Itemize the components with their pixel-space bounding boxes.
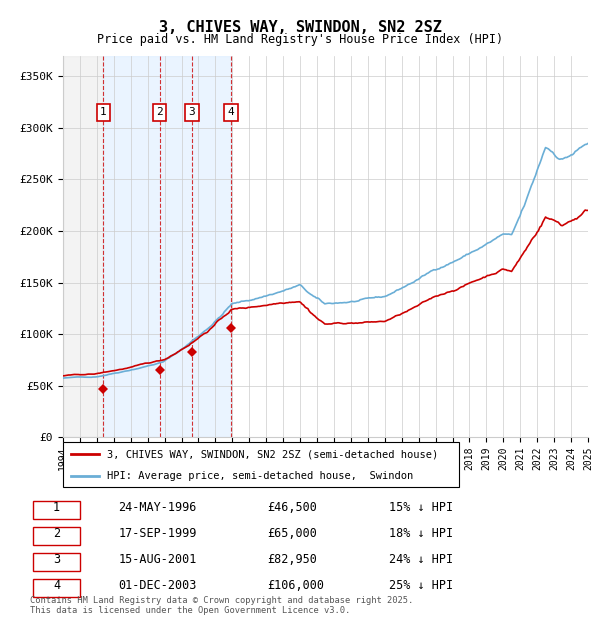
Text: 4: 4	[227, 107, 235, 117]
Text: 15-AUG-2001: 15-AUG-2001	[118, 553, 197, 566]
Text: 01-DEC-2003: 01-DEC-2003	[118, 578, 197, 591]
Text: 3, CHIVES WAY, SWINDON, SN2 2SZ (semi-detached house): 3, CHIVES WAY, SWINDON, SN2 2SZ (semi-de…	[107, 449, 438, 459]
Text: 1: 1	[53, 501, 60, 514]
FancyBboxPatch shape	[63, 442, 459, 487]
Text: HPI: Average price, semi-detached house,  Swindon: HPI: Average price, semi-detached house,…	[107, 471, 413, 480]
Text: 2: 2	[157, 107, 163, 117]
Text: Contains HM Land Registry data © Crown copyright and database right 2025.
This d: Contains HM Land Registry data © Crown c…	[30, 596, 413, 615]
Bar	[63, 56, 103, 437]
Text: 24-MAY-1996: 24-MAY-1996	[118, 501, 197, 514]
Text: 3: 3	[188, 107, 196, 117]
Text: £65,000: £65,000	[268, 527, 317, 540]
Text: 3: 3	[53, 553, 60, 566]
Text: £82,950: £82,950	[268, 553, 317, 566]
FancyBboxPatch shape	[33, 552, 80, 571]
Text: 1: 1	[100, 107, 107, 117]
Text: 24% ↓ HPI: 24% ↓ HPI	[389, 553, 453, 566]
Bar	[103, 56, 231, 437]
FancyBboxPatch shape	[33, 527, 80, 545]
Text: 17-SEP-1999: 17-SEP-1999	[118, 527, 197, 540]
Text: 2: 2	[53, 527, 60, 540]
Text: £46,500: £46,500	[268, 501, 317, 514]
Text: 18% ↓ HPI: 18% ↓ HPI	[389, 527, 453, 540]
Text: 25% ↓ HPI: 25% ↓ HPI	[389, 578, 453, 591]
Text: 3, CHIVES WAY, SWINDON, SN2 2SZ: 3, CHIVES WAY, SWINDON, SN2 2SZ	[158, 20, 442, 35]
Text: £106,000: £106,000	[268, 578, 325, 591]
Text: 4: 4	[53, 578, 60, 591]
FancyBboxPatch shape	[33, 501, 80, 519]
Bar	[63, 56, 103, 437]
Text: 15% ↓ HPI: 15% ↓ HPI	[389, 501, 453, 514]
FancyBboxPatch shape	[33, 578, 80, 597]
Text: Price paid vs. HM Land Registry's House Price Index (HPI): Price paid vs. HM Land Registry's House …	[97, 33, 503, 46]
